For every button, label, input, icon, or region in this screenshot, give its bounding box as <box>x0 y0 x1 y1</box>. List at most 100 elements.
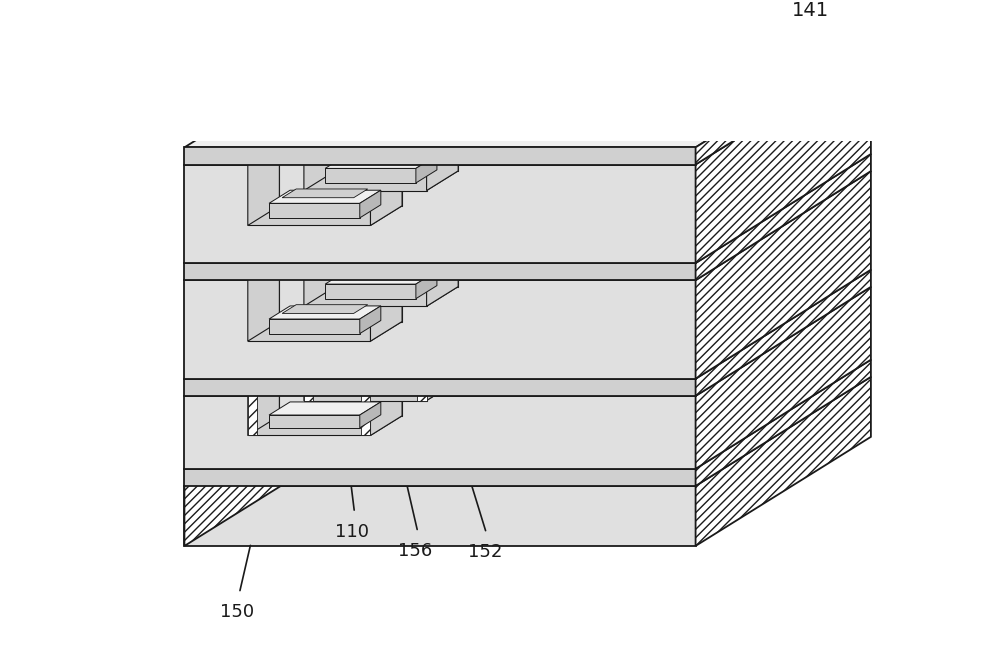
Polygon shape <box>370 369 402 436</box>
Polygon shape <box>381 236 493 249</box>
Polygon shape <box>325 155 437 168</box>
Polygon shape <box>360 87 483 155</box>
Polygon shape <box>394 235 480 244</box>
Polygon shape <box>184 396 696 469</box>
Polygon shape <box>360 252 514 271</box>
Polygon shape <box>360 190 381 218</box>
Polygon shape <box>360 306 381 333</box>
Polygon shape <box>360 136 514 155</box>
Polygon shape <box>416 271 437 299</box>
Polygon shape <box>394 119 480 128</box>
Polygon shape <box>335 333 458 381</box>
Polygon shape <box>269 415 360 428</box>
Text: 141: 141 <box>792 1 829 20</box>
Polygon shape <box>325 168 416 183</box>
Polygon shape <box>696 154 871 280</box>
Polygon shape <box>248 388 370 436</box>
Polygon shape <box>184 171 871 280</box>
Text: 110: 110 <box>335 523 369 541</box>
Polygon shape <box>304 122 427 190</box>
Polygon shape <box>269 203 360 218</box>
Polygon shape <box>472 120 493 148</box>
Polygon shape <box>360 318 483 365</box>
Polygon shape <box>416 155 437 183</box>
Polygon shape <box>335 218 458 287</box>
Polygon shape <box>248 137 279 226</box>
Polygon shape <box>269 402 381 415</box>
Polygon shape <box>184 263 696 280</box>
Polygon shape <box>381 120 493 133</box>
Polygon shape <box>184 55 871 164</box>
Polygon shape <box>360 318 370 365</box>
Polygon shape <box>483 183 514 271</box>
Polygon shape <box>427 218 458 306</box>
Polygon shape <box>360 299 392 365</box>
Polygon shape <box>381 133 472 148</box>
Polygon shape <box>427 333 458 400</box>
Polygon shape <box>370 137 402 226</box>
Polygon shape <box>696 38 871 164</box>
Polygon shape <box>696 55 871 263</box>
Polygon shape <box>184 379 696 396</box>
Polygon shape <box>360 203 483 271</box>
Polygon shape <box>338 270 424 278</box>
Polygon shape <box>360 402 381 428</box>
Polygon shape <box>361 388 370 436</box>
Polygon shape <box>417 354 427 400</box>
Polygon shape <box>184 280 696 379</box>
Polygon shape <box>248 388 257 436</box>
Polygon shape <box>335 102 458 171</box>
Polygon shape <box>696 377 871 546</box>
Polygon shape <box>325 380 416 393</box>
Polygon shape <box>392 183 514 252</box>
Polygon shape <box>370 253 402 341</box>
Polygon shape <box>483 299 514 365</box>
Polygon shape <box>184 154 871 263</box>
Polygon shape <box>279 369 402 416</box>
Polygon shape <box>392 299 514 346</box>
Polygon shape <box>184 377 871 486</box>
Polygon shape <box>304 238 427 306</box>
Polygon shape <box>184 148 696 164</box>
Polygon shape <box>304 354 427 400</box>
Polygon shape <box>184 38 871 148</box>
Polygon shape <box>392 68 514 136</box>
Polygon shape <box>338 154 424 162</box>
Polygon shape <box>248 272 370 341</box>
Polygon shape <box>304 218 335 306</box>
Polygon shape <box>269 319 360 333</box>
Polygon shape <box>248 253 279 341</box>
Polygon shape <box>381 345 472 358</box>
Polygon shape <box>248 416 402 436</box>
Polygon shape <box>269 190 381 203</box>
Polygon shape <box>696 270 871 396</box>
Polygon shape <box>325 271 437 284</box>
Polygon shape <box>304 102 335 190</box>
Polygon shape <box>304 287 458 306</box>
Polygon shape <box>248 369 279 436</box>
Polygon shape <box>427 102 458 190</box>
Polygon shape <box>381 332 493 345</box>
Polygon shape <box>416 367 437 393</box>
Polygon shape <box>282 189 368 198</box>
Polygon shape <box>360 68 392 155</box>
Polygon shape <box>184 486 696 546</box>
Polygon shape <box>696 287 871 469</box>
Polygon shape <box>248 157 370 226</box>
Polygon shape <box>184 377 360 546</box>
Polygon shape <box>248 322 402 341</box>
Polygon shape <box>184 270 871 379</box>
Polygon shape <box>248 206 402 226</box>
Polygon shape <box>282 305 368 313</box>
Polygon shape <box>472 332 493 358</box>
Polygon shape <box>304 354 313 400</box>
Polygon shape <box>304 333 335 400</box>
Polygon shape <box>472 236 493 264</box>
Polygon shape <box>696 171 871 379</box>
Polygon shape <box>269 306 381 319</box>
Text: 156: 156 <box>398 542 433 560</box>
Polygon shape <box>184 359 871 469</box>
Polygon shape <box>381 249 472 264</box>
Text: 152: 152 <box>468 543 502 562</box>
Polygon shape <box>325 367 437 380</box>
